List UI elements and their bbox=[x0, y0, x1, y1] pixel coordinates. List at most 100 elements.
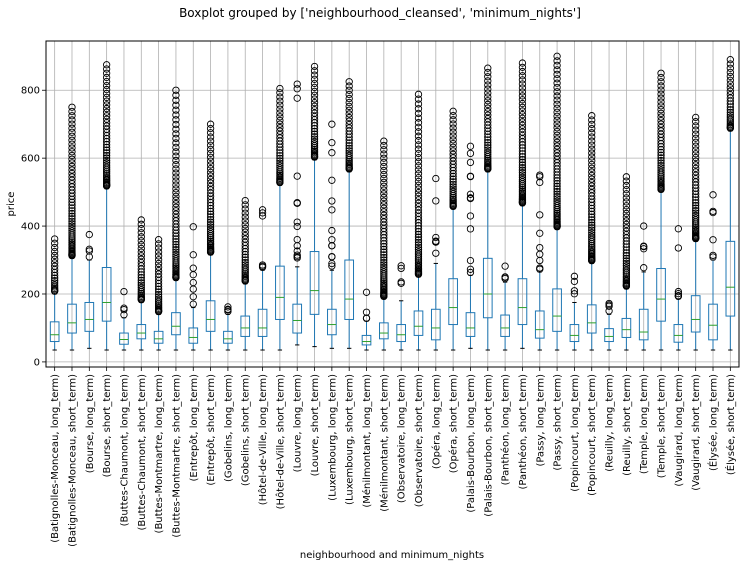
outlier-point bbox=[536, 264, 544, 272]
outlier-point bbox=[484, 138, 492, 147]
outlier-point bbox=[137, 244, 145, 253]
outlier-point bbox=[622, 181, 631, 190]
fliers bbox=[154, 236, 163, 316]
outlier-point bbox=[588, 145, 596, 153]
box-group bbox=[482, 64, 493, 351]
x-tick-label: (Buttes-Chaumont, short_term) bbox=[137, 374, 148, 531]
outlier-point bbox=[553, 83, 561, 92]
outlier-point bbox=[241, 205, 249, 213]
fliers bbox=[172, 86, 180, 282]
outlier-point bbox=[657, 120, 665, 128]
outlier-point bbox=[657, 151, 665, 159]
outlier-point bbox=[692, 168, 700, 176]
fliers bbox=[432, 174, 440, 257]
outlier-point bbox=[605, 299, 613, 308]
outlier-point bbox=[345, 106, 353, 114]
outlier-point bbox=[588, 124, 596, 133]
outlier-point bbox=[692, 164, 700, 173]
outlier-point bbox=[414, 166, 423, 174]
outlier-point bbox=[553, 92, 561, 100]
outlier-point bbox=[102, 97, 111, 105]
fliers bbox=[380, 137, 388, 301]
outlier-point bbox=[85, 253, 93, 261]
outlier-point bbox=[276, 101, 284, 109]
outlier-point bbox=[51, 243, 59, 252]
outlier-point bbox=[553, 79, 561, 87]
outlier-point bbox=[588, 216, 596, 224]
outlier-point bbox=[137, 229, 145, 237]
box-group bbox=[257, 206, 268, 351]
outlier-point bbox=[137, 224, 145, 233]
outlier-point bbox=[345, 86, 353, 94]
outlier-point bbox=[102, 140, 111, 149]
outlier-point bbox=[414, 158, 423, 166]
box-group bbox=[361, 288, 372, 351]
outlier-point bbox=[328, 120, 336, 128]
outlier-point bbox=[449, 175, 457, 183]
outlier-point bbox=[172, 91, 180, 99]
box bbox=[396, 324, 406, 343]
outlier-point bbox=[206, 141, 215, 149]
outlier-point bbox=[726, 103, 734, 111]
outlier-point bbox=[553, 199, 561, 208]
outlier-point bbox=[484, 136, 492, 144]
outlier-point bbox=[380, 265, 388, 274]
outlier-point bbox=[449, 139, 457, 148]
outlier-point bbox=[241, 265, 249, 274]
outlier-point bbox=[536, 211, 544, 219]
box bbox=[361, 334, 372, 346]
outlier-point bbox=[310, 140, 319, 148]
outlier-point bbox=[172, 116, 180, 124]
outlier-point bbox=[553, 179, 561, 188]
outlier-point bbox=[518, 153, 527, 161]
outlier-point bbox=[449, 136, 457, 144]
box bbox=[638, 308, 649, 341]
outlier-point bbox=[172, 210, 180, 218]
outlier-point bbox=[293, 254, 301, 262]
x-tick-label: (Vaugirard, long_term) bbox=[674, 374, 685, 487]
outlier-point bbox=[293, 218, 301, 226]
outlier-point bbox=[380, 248, 388, 256]
outlier-point bbox=[518, 114, 527, 122]
box-group bbox=[517, 59, 528, 349]
outlier-point bbox=[276, 152, 284, 160]
outlier-point bbox=[380, 150, 388, 158]
outlier-point bbox=[189, 278, 197, 287]
outlier-point bbox=[449, 143, 457, 151]
box bbox=[465, 312, 476, 337]
outlier-point bbox=[466, 194, 475, 202]
outlier-point bbox=[484, 85, 492, 93]
outlier-point bbox=[536, 243, 544, 252]
outlier-point bbox=[380, 204, 388, 212]
outlier-point bbox=[51, 259, 59, 267]
x-tick-label: (Ménilmontant, short_term) bbox=[378, 374, 390, 512]
x-tick-label: (Vaugirard, short_term) bbox=[691, 374, 702, 491]
outlier-point bbox=[345, 94, 353, 103]
outlier-point bbox=[172, 185, 180, 193]
x-tick-label: (Opéra, long_term) bbox=[430, 374, 442, 469]
outlier-point bbox=[414, 114, 423, 122]
fliers bbox=[397, 262, 405, 287]
outlier-point bbox=[692, 224, 700, 232]
outlier-point bbox=[622, 206, 631, 214]
x-tick-label: (Louvre, long_term) bbox=[293, 374, 304, 472]
outlier-point bbox=[553, 131, 561, 139]
outlier-point bbox=[206, 149, 215, 157]
box-group bbox=[534, 171, 545, 351]
outlier-point bbox=[154, 293, 163, 301]
outlier-point bbox=[68, 209, 76, 218]
box bbox=[119, 332, 129, 345]
outlier-point bbox=[553, 138, 561, 147]
outlier-point bbox=[276, 93, 284, 101]
outlier-point bbox=[692, 126, 700, 134]
fliers bbox=[362, 288, 371, 322]
outlier-point bbox=[432, 197, 440, 205]
outlier-point bbox=[172, 130, 180, 138]
outlier-point bbox=[172, 101, 180, 109]
outlier-point bbox=[172, 240, 180, 249]
box-group bbox=[621, 173, 632, 351]
outlier-point bbox=[102, 85, 111, 94]
outlier-point bbox=[518, 59, 527, 67]
box-group bbox=[240, 196, 251, 351]
outlier-point bbox=[414, 188, 423, 197]
